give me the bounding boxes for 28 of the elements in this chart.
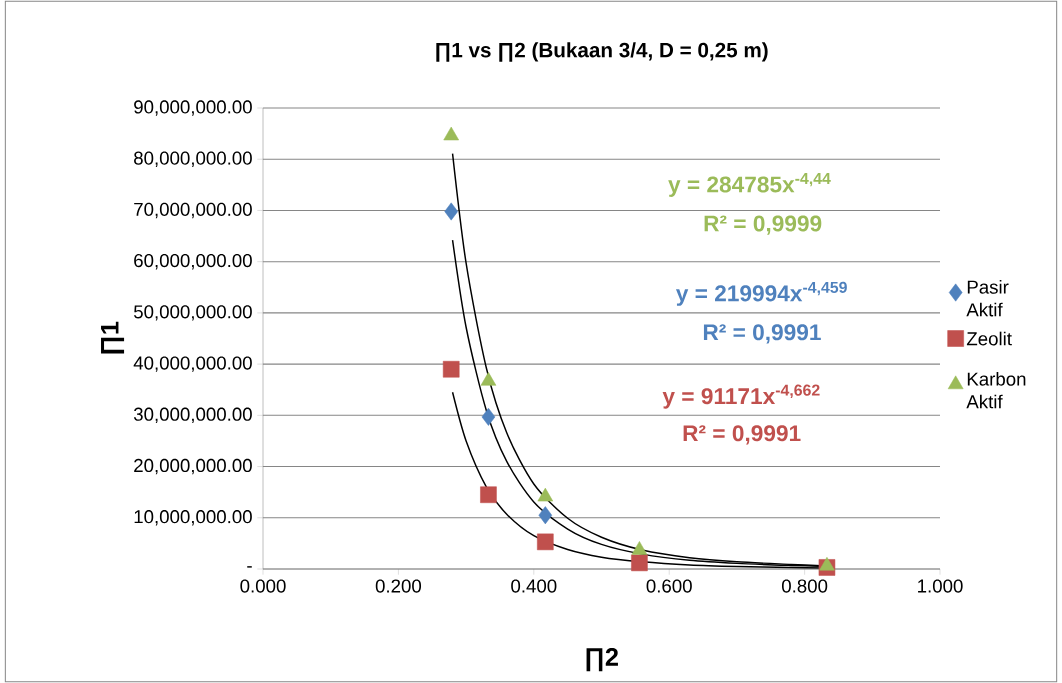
y-tick-label: 80,000,000.00 [134, 151, 252, 167]
x-tick-label: 0.800 [781, 579, 828, 593]
y-tick-label: - [247, 566, 252, 568]
y-axis-title: ∏1 [101, 321, 125, 354]
legend-label: Pasir Aktif [966, 280, 1009, 317]
y-tick-label: 20,000,000.00 [134, 458, 252, 475]
annotation: R² = 0,9991 [683, 425, 801, 445]
x-tick-label: 1.000 [918, 579, 963, 593]
legend-label: Karbon Aktif [966, 372, 1026, 409]
y-tick-label: 70,000,000.00 [134, 202, 252, 219]
x-tick-label: 0.600 [646, 579, 692, 593]
y-tick-label: 90,000,000.00 [134, 100, 252, 116]
x-tick-label: 0.000 [240, 579, 286, 593]
annotation: y = 219994x$^{-4,459}$ [675, 281, 847, 306]
y-tick-label: 40,000,000.00 [133, 356, 252, 372]
annotation: R² = 0,9991 [703, 324, 821, 344]
legend-label: Zeolit [966, 331, 1012, 346]
x-axis-title: ∏2 [586, 648, 618, 672]
annotation: y = 284785x$^{-4,44}$ [668, 173, 831, 197]
y-tick-label: 10,000,000.00 [134, 510, 252, 526]
x-tick-label: 0.200 [375, 579, 422, 593]
y-tick-label: 30,000,000.00 [133, 407, 252, 424]
y-tick-label: 50,000,000.00 [133, 305, 252, 321]
annotation: R² = 0,9999 [704, 215, 822, 235]
x-tick-label: 0.400 [511, 579, 557, 593]
y-tick-label: 60,000,000.00 [134, 253, 252, 270]
annotation: y = 91171x$^{-4,662}$ [662, 384, 820, 409]
chart-title: ∏1 vs ∏2 (Bukaan 3/4, D = 0,25 m) [436, 42, 768, 62]
